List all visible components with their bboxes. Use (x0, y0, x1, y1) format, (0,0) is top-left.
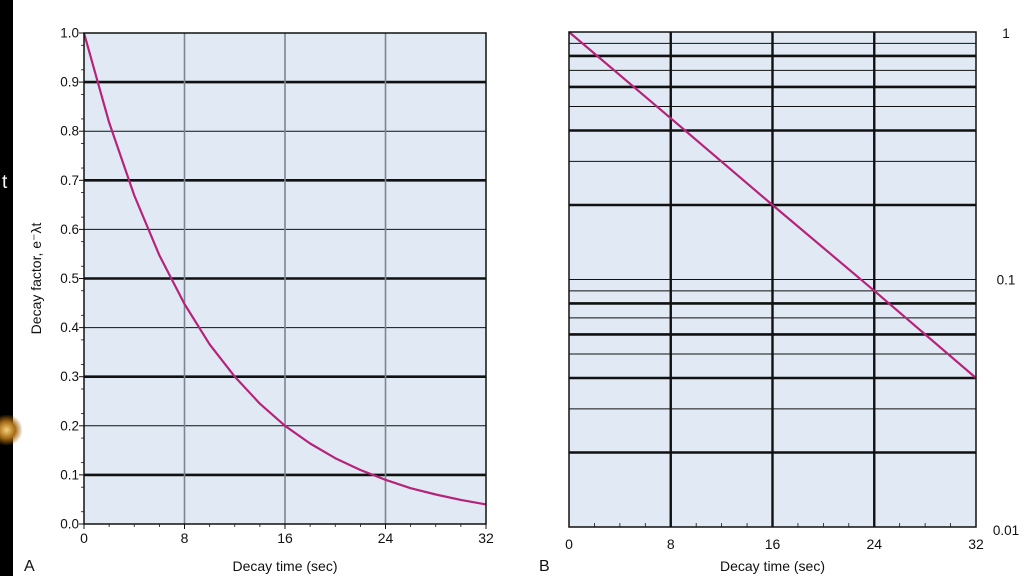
y-tick-label: 0.1 (997, 273, 1016, 288)
background-glow (0, 415, 22, 445)
y-tick-label: 0.7 (60, 173, 79, 188)
x-axis-label-b: Decay time (sec) (720, 558, 825, 574)
y-tick-label: 0.01 (993, 523, 1019, 538)
panel-label-b: B (539, 558, 550, 575)
x-tick-label: 16 (765, 536, 781, 552)
y-tick-label: 0.5 (60, 271, 79, 286)
x-tick-label: 32 (478, 530, 494, 546)
y-tick-label: 0.0 (60, 517, 79, 532)
x-tick-label: 24 (378, 530, 394, 546)
y-axis-label-a: Decay factor, e⁻λt (28, 223, 44, 335)
y-tick-label: 1.0 (60, 26, 79, 41)
x-axis-label-a: Decay time (sec) (232, 558, 337, 574)
series-b (568, 31, 977, 379)
y-tick-label: 0.8 (60, 124, 79, 139)
ticks-b: 0 8 16 24 32 1 0.1 0.01 (565, 26, 1019, 552)
panel-b: 0 8 16 24 32 1 0.1 0.01 Decay time (sec) B (539, 26, 1019, 575)
y-tick-label: 1 (1002, 26, 1010, 41)
decay-curve (568, 31, 977, 379)
plot-frame-b (568, 31, 977, 528)
y-tick-label: 0.9 (60, 75, 79, 90)
x-tick-label: 0 (80, 530, 88, 546)
panel-a: 0.0 0.1 0.2 0.3 0.4 0.5 0.6 0.7 0.8 0.9 1.0 0 8 16 24 3… (24, 26, 494, 576)
grid-b (569, 32, 976, 527)
series-a (82, 32, 487, 506)
panel-label-a: A (24, 558, 35, 575)
x-tick-label: 32 (968, 536, 984, 552)
y-tick-label: 0.6 (60, 222, 79, 237)
x-tick-label: 0 (565, 536, 573, 552)
grid-a (84, 33, 486, 524)
decay-curve (82, 32, 487, 506)
x-tick-label: 8 (181, 530, 189, 546)
ticks-a: 0.0 0.1 0.2 0.3 0.4 0.5 0.6 0.7 0.8 0.9 1.0 0 8 16 24 3… (60, 26, 494, 547)
x-tick-label: 8 (667, 536, 675, 552)
x-tick-label: 24 (866, 536, 882, 552)
y-tick-label: 0.2 (60, 418, 79, 433)
x-tick-label: 16 (277, 530, 293, 546)
y-tick-label: 0.1 (60, 467, 79, 482)
y-tick-label: 0.4 (60, 320, 79, 335)
y-tick-label: 0.3 (60, 369, 79, 384)
cropped-letter: t (2, 172, 8, 193)
